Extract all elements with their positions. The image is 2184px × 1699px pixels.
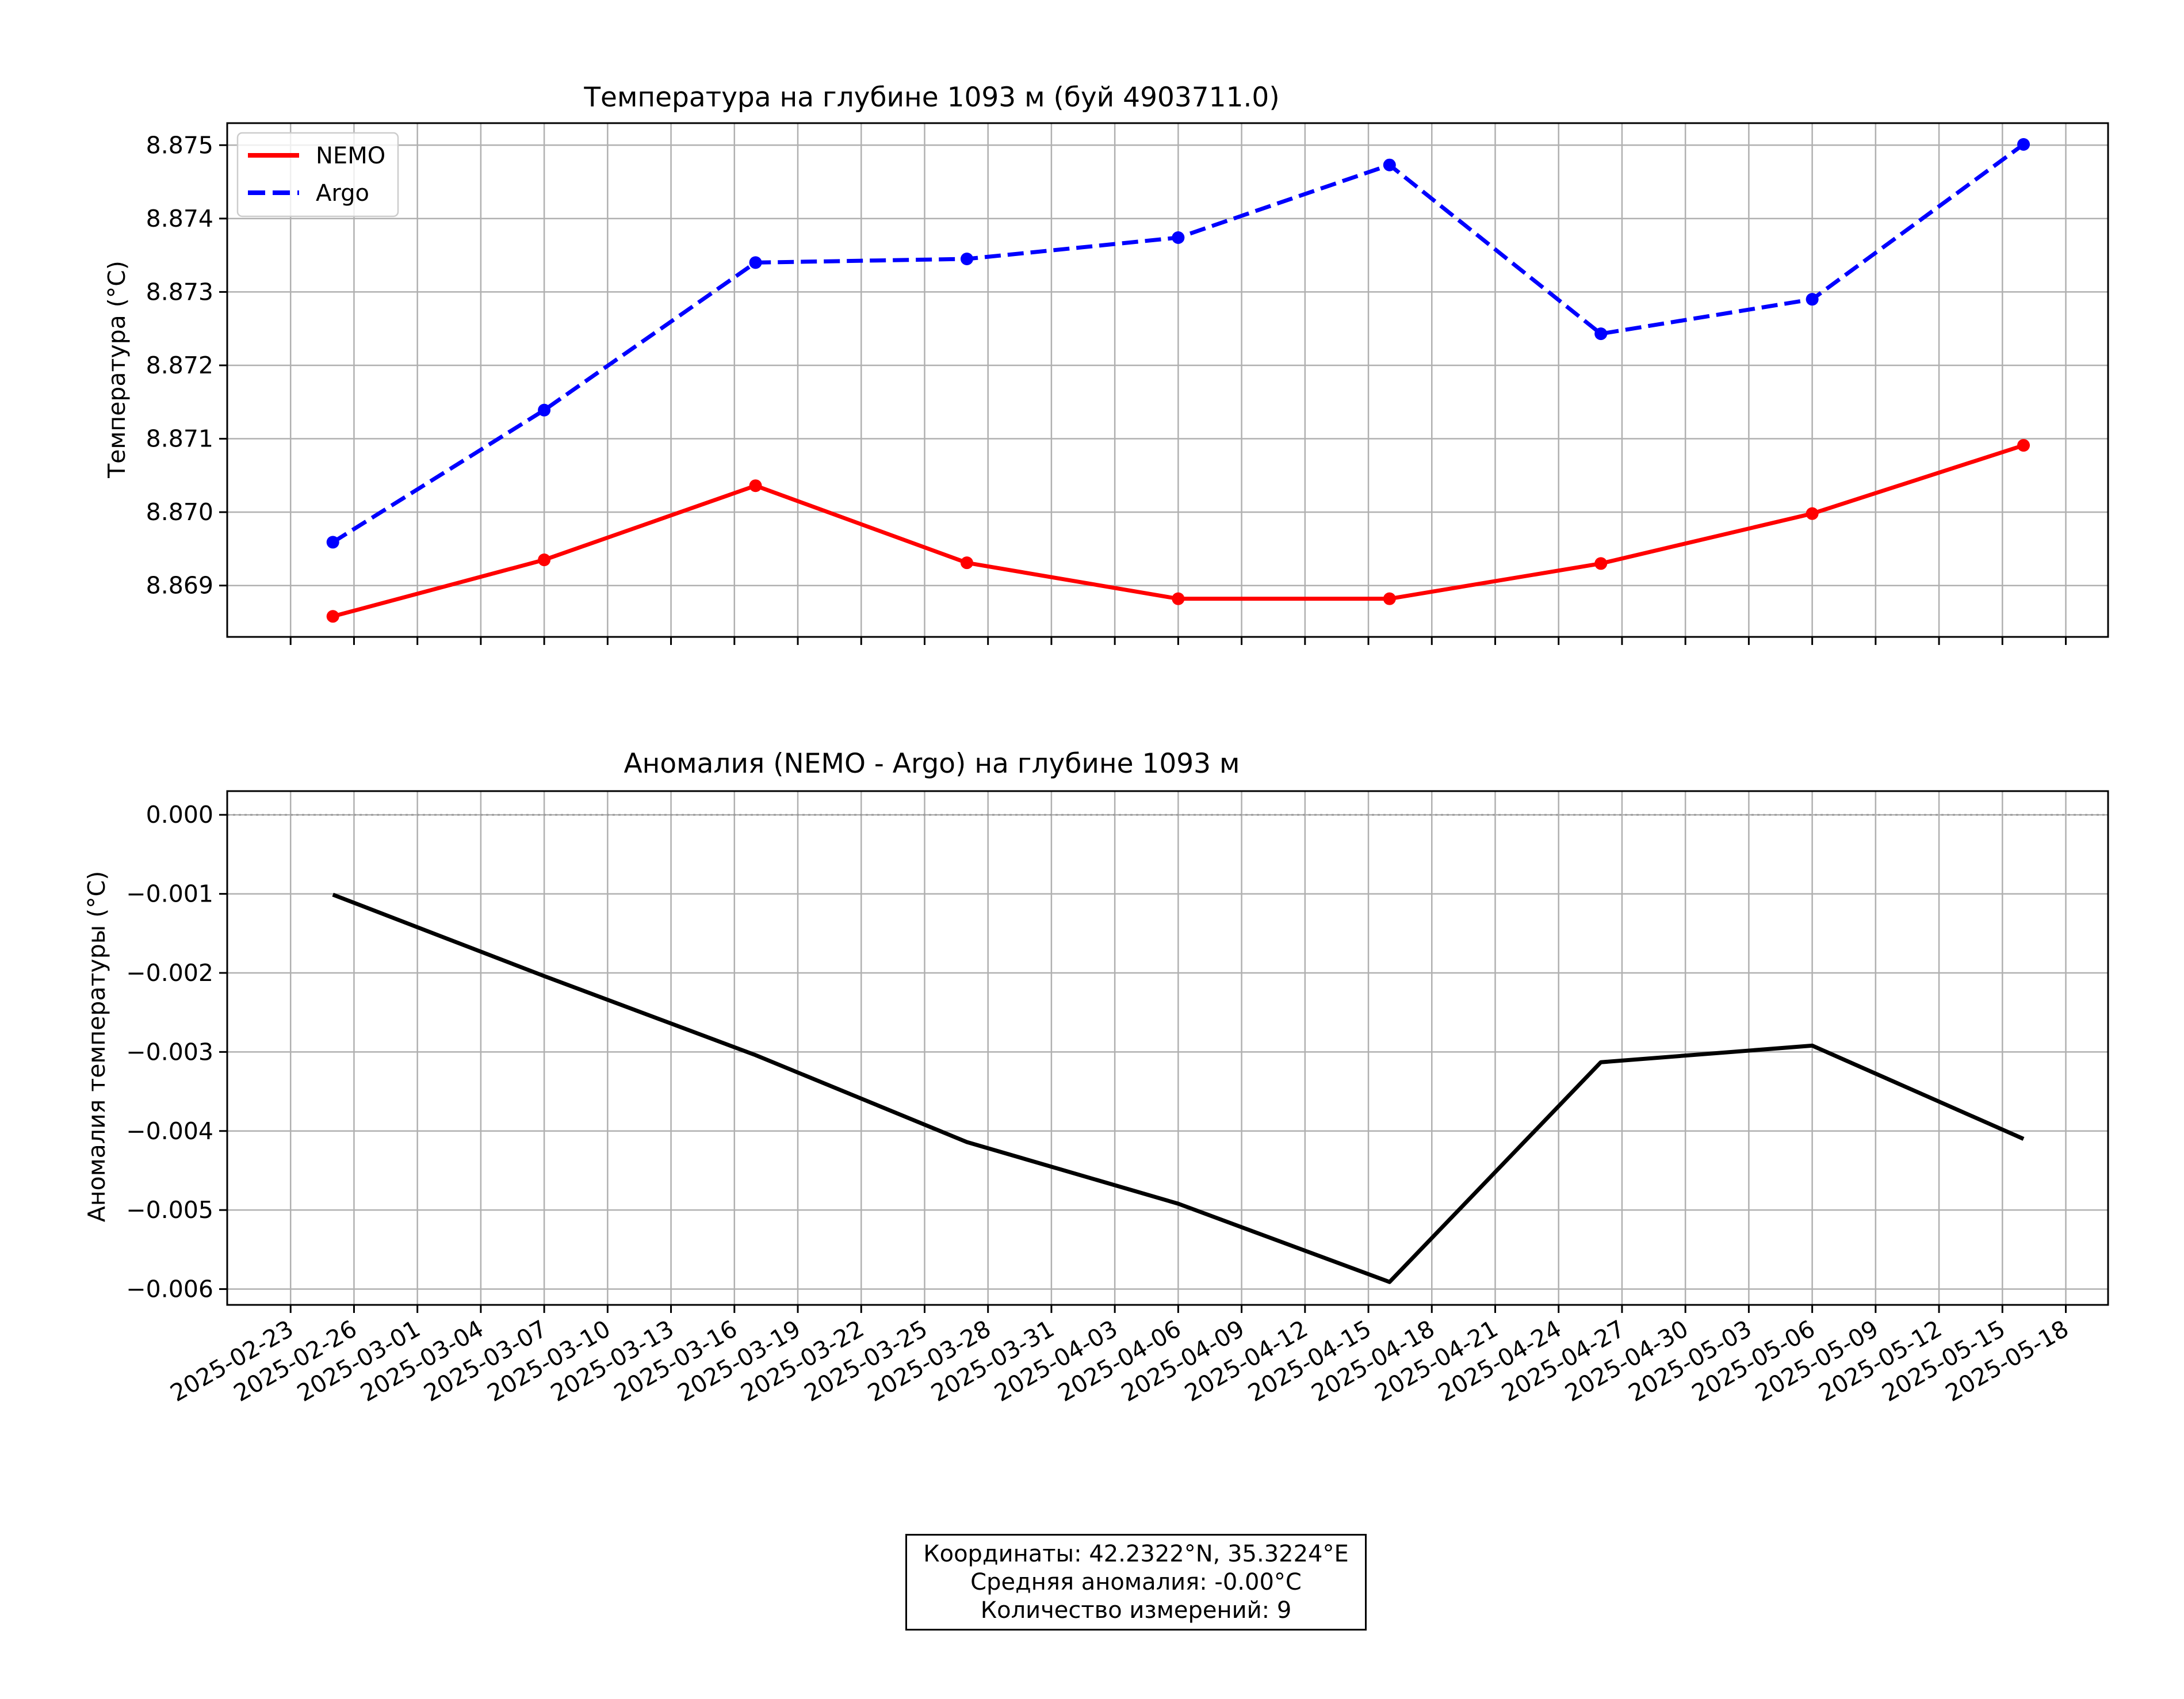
data-point-nemo [1806,507,1819,520]
anomaly-plot-title: Аномалия (NEMO - Argo) на глубине 1093 м [624,748,1240,780]
data-point-nemo [2017,439,2030,452]
y-tick-label: −0.004 [126,1117,213,1145]
legend: NEMO Argo [236,132,399,217]
temperature-grid [227,123,2108,637]
data-point-argo [538,403,551,417]
temperature-plot-title: Температура на глубине 1093 м (буй 49037… [583,82,1279,113]
data-point-argo [749,256,762,269]
data-point-nemo [326,610,339,623]
y-tick-label: 8.870 [146,498,213,526]
data-point-nemo [1172,592,1185,605]
temperature-x-ticks [289,637,2067,645]
data-point-nemo [1383,592,1396,605]
y-tick-label: −0.003 [126,1038,213,1066]
data-point-argo [1172,231,1185,245]
anomaly-series [332,892,2025,1284]
y-tick-label: 8.874 [146,205,213,232]
data-point-nemo [1594,557,1608,570]
legend-argo-label: Argo [316,180,369,207]
anomaly-grid [227,791,2108,1305]
y-tick-label: −0.006 [126,1276,213,1303]
y-tick-label: 8.873 [146,278,213,306]
temperature-y-ticks: 8.869 8.870 8.871 8.872 8.873 8.874 8.875 [146,131,227,600]
info-coordinates: Координаты: 42.2322°N, 35.3224°E [923,1540,1349,1567]
temperature-plot: Температура на глубине 1093 м (буй 49037… [103,82,2109,645]
y-tick-label: −0.002 [126,959,213,987]
anomaly-y-axis-label: Аномалия температуры (°C) [83,871,110,1222]
anomaly-x-ticks: 2025-02-232025-02-262025-03-012025-03-04… [166,1305,2074,1407]
y-tick-label: −0.005 [126,1196,213,1224]
info-mean-anomaly: Средняя аномалия: -0.00°C [970,1568,1302,1595]
anomaly-plot-frame [226,790,2109,1306]
anomaly-plot: Аномалия (NEMO - Argo) на глубине 1093 м… [83,748,2109,1407]
data-point-argo [326,536,339,549]
data-point-argo [1594,327,1608,341]
y-tick-label: 8.872 [146,352,213,379]
data-point-argo [2017,138,2030,151]
data-point-nemo [749,479,762,492]
legend-nemo-label: NEMO [316,143,385,169]
data-point-nemo [960,556,973,570]
y-tick-label: 8.869 [146,572,213,600]
y-tick-label: 8.871 [146,425,213,453]
data-point-argo [1806,293,1819,306]
temperature-y-axis-label: Температура (°C) [103,261,131,479]
data-point-argo [1383,158,1396,171]
series-line [332,892,2025,1284]
data-point-argo [960,253,973,266]
data-point-nemo [538,553,551,567]
y-tick-label: −0.001 [126,880,213,908]
anomaly-y-ticks: 0.000 −0.001 −0.002 −0.003 −0.004 −0.005 −0.00… [126,801,227,1303]
temperature-series [326,138,2030,623]
y-tick-label: 0.000 [146,801,213,828]
info-box: Координаты: 42.2322°N, 35.3224°E Средняя… [905,1534,1367,1631]
temperature-plot-frame [226,122,2109,638]
info-measurement-count: Количество измерений: 9 [980,1597,1292,1624]
y-tick-label: 8.875 [146,131,213,159]
